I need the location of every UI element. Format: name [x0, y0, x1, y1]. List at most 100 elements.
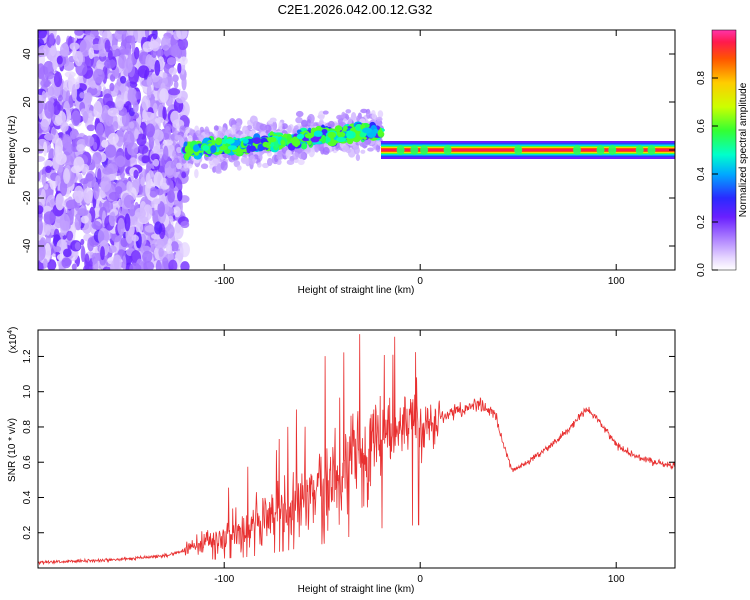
line-blob [596, 145, 605, 155]
line-blob [635, 145, 644, 155]
noise-cell [38, 205, 44, 215]
noise-cell [59, 213, 71, 231]
band-halo-cell [376, 116, 383, 122]
noise-cell [155, 188, 164, 196]
noise-cell [149, 187, 158, 198]
band-halo-cell [353, 146, 360, 155]
noise-cell [107, 50, 113, 61]
noise-cell [80, 245, 85, 263]
noise-cell [43, 211, 56, 225]
noise-cell [156, 49, 164, 57]
noise-cell [55, 138, 63, 156]
noise-cell [154, 239, 165, 249]
spectrogram-ytick-label: 20 [22, 96, 33, 108]
band-halo-cell [292, 151, 300, 160]
noise-cell [40, 78, 52, 88]
line-blob [647, 145, 656, 155]
band-halo-cell [375, 143, 381, 153]
noise-cell [41, 173, 47, 187]
noise-cell [107, 132, 119, 145]
noise-cell [84, 135, 95, 147]
band-halo-cell [322, 110, 329, 115]
noise-cell [52, 57, 58, 71]
band-halo-cell [297, 158, 305, 166]
band-core-cell [377, 129, 383, 138]
snr-xlabel: Height of straight line (km) [298, 584, 415, 595]
noise-cell [93, 100, 103, 119]
noise-cell [104, 58, 117, 69]
noise-cell [55, 34, 61, 46]
band-halo-cell [240, 156, 249, 165]
band-core-cell [296, 133, 305, 140]
snr-multiplier-base: (x10 [8, 333, 19, 353]
noise-cell [173, 80, 179, 89]
band-halo-cell [327, 120, 335, 128]
band-halo-cell [359, 142, 367, 148]
band-halo-cell [248, 155, 256, 165]
spectrogram-xtick-label: -100 [214, 276, 234, 287]
colorbar-tick-label: 0.0 [696, 263, 707, 277]
noise-cell [177, 190, 183, 202]
band-halo-cell [322, 146, 330, 155]
noise-cell [170, 241, 179, 252]
band-core-cell [184, 145, 191, 154]
noise-cell [49, 45, 57, 57]
noise-cell [121, 113, 130, 127]
noise-cell [117, 217, 125, 236]
snr-ytick-label: 0.4 [22, 490, 33, 504]
noise-cell [164, 160, 177, 179]
band-halo-cell [176, 146, 183, 154]
noise-cell [53, 71, 63, 88]
snr-background [38, 330, 675, 568]
band-halo-cell [267, 119, 274, 124]
band-halo-cell [236, 165, 242, 171]
noise-cell [146, 84, 152, 99]
noise-cell [168, 259, 178, 270]
noise-cell [43, 159, 53, 168]
noise-cell [82, 110, 89, 124]
noise-cell [101, 139, 109, 148]
band-halo-cell [342, 145, 350, 151]
noise-cell [84, 253, 90, 270]
noise-cell [142, 250, 153, 263]
noise-cell [166, 57, 177, 66]
colorbar-tick-label: 0.4 [696, 167, 707, 181]
noise-cell [124, 58, 133, 73]
noise-cell [49, 33, 55, 45]
noise-cell [134, 207, 146, 219]
band-core-cell [252, 137, 262, 145]
noise-cell [137, 144, 149, 155]
noise-cell [162, 106, 167, 120]
colorbar-tick-label: 0.8 [696, 71, 707, 85]
snr-multiplier-close: ) [8, 327, 19, 330]
noise-cell [115, 94, 125, 111]
noise-cell [74, 81, 80, 90]
noise-cell [60, 121, 69, 133]
noise-cell [134, 46, 140, 60]
colorbar-ticks: 0.0 0.2 0.4 0.6 0.8 [696, 71, 718, 277]
noise-cell [73, 156, 85, 172]
band-core-cell [327, 141, 337, 147]
band-core-cell [320, 134, 326, 144]
colorbar: 0.0 0.2 0.4 0.6 0.8 Normalized spectral ampl… [696, 29, 749, 277]
noise-cell [137, 65, 150, 79]
noise-cell [45, 165, 52, 174]
noise-cell [79, 178, 89, 185]
colorbar-tick-label: 0.6 [696, 119, 707, 133]
noise-cell [56, 55, 63, 65]
band-halo-cell [198, 134, 205, 143]
line-blob [443, 145, 452, 155]
band-core-cell [211, 139, 217, 146]
band-halo-cell [286, 159, 295, 165]
band-halo-cell [295, 110, 304, 118]
noise-cell [38, 44, 49, 58]
noise-cell [153, 171, 164, 187]
noise-cell [140, 176, 145, 187]
noise-cell [71, 263, 77, 270]
band-halo-cell [377, 110, 384, 118]
colorbar-tick-label: 0.2 [696, 215, 707, 229]
noise-cell [131, 35, 136, 53]
noise-cell [44, 100, 55, 119]
noise-cell [138, 184, 143, 195]
noise-cell [42, 60, 55, 77]
